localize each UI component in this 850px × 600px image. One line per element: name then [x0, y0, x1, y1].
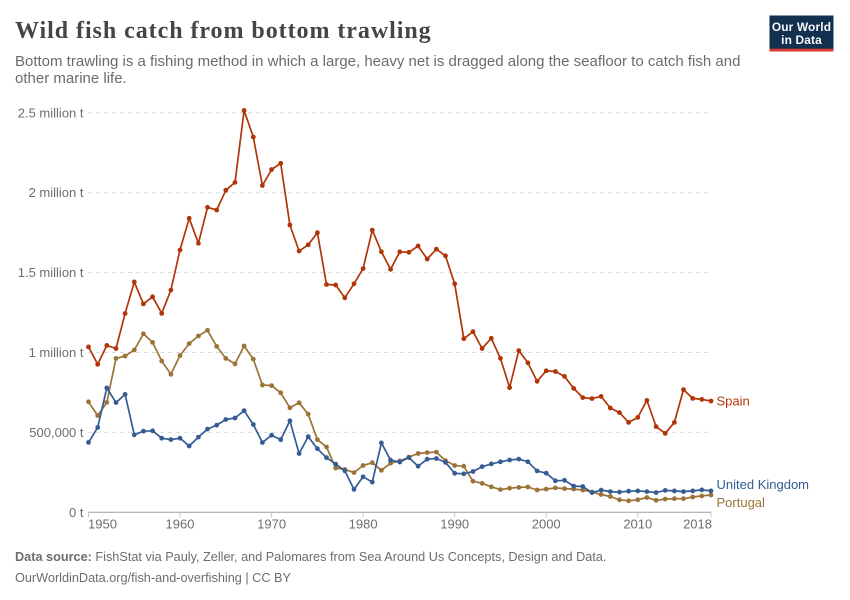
svg-text:Bottom trawling is a fishing m: Bottom trawling is a fishing method in w…	[15, 53, 740, 70]
svg-text:Wild fish catch from bottom tr: Wild fish catch from bottom trawling	[15, 18, 432, 44]
svg-text:1.5 million t: 1.5 million t	[18, 265, 84, 280]
svg-text:1960: 1960	[166, 517, 195, 532]
svg-text:in Data: in Data	[781, 33, 822, 47]
svg-text:1980: 1980	[349, 517, 378, 532]
svg-text:Data source: FishStat via Paul: Data source: FishStat via Pauly, Zeller,…	[15, 550, 606, 564]
svg-text:2.5 million t: 2.5 million t	[18, 105, 84, 120]
svg-text:other marine life.: other marine life.	[15, 70, 127, 87]
svg-text:1970: 1970	[257, 517, 286, 532]
svg-text:500,000 t: 500,000 t	[29, 425, 84, 440]
svg-text:2018: 2018	[683, 517, 712, 532]
svg-text:OurWorldinData.org/fish-and-ov: OurWorldinData.org/fish-and-overfishing …	[15, 571, 291, 585]
svg-text:United Kingdom: United Kingdom	[717, 477, 810, 492]
svg-text:1950: 1950	[88, 517, 117, 532]
svg-text:0 t: 0 t	[69, 505, 84, 520]
svg-text:1990: 1990	[440, 517, 469, 532]
svg-text:2 million t: 2 million t	[29, 185, 84, 200]
svg-text:2000: 2000	[532, 517, 561, 532]
svg-text:1 million t: 1 million t	[29, 345, 84, 360]
svg-text:Our World: Our World	[772, 20, 831, 34]
svg-text:2010: 2010	[623, 517, 652, 532]
svg-text:Spain: Spain	[717, 394, 750, 409]
svg-text:Portugal: Portugal	[717, 495, 766, 510]
